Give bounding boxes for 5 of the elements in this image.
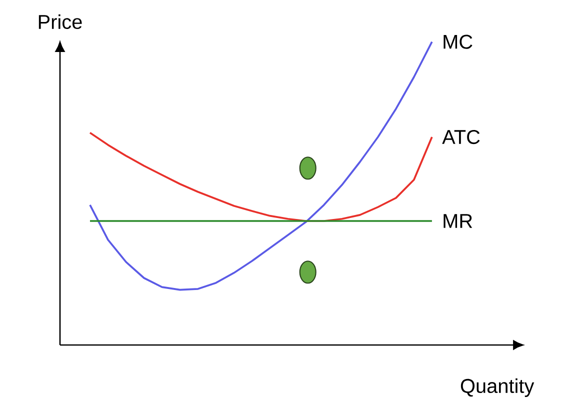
series-label: ATC	[442, 130, 480, 144]
x-axis-title: Quantity	[460, 378, 534, 397]
y-axis-title: Price	[38, 14, 82, 30]
series-label: MC	[444, 34, 472, 49]
series-label: MR	[444, 214, 472, 228]
